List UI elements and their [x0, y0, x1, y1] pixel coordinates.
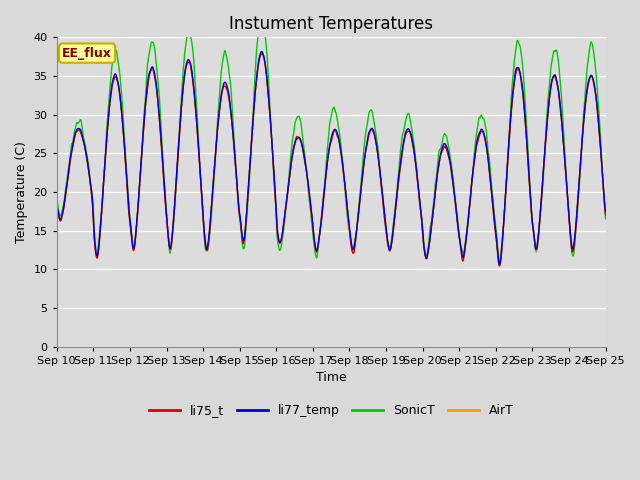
- SonicT: [569, 253, 577, 259]
- li75_t: [569, 249, 577, 255]
- SonicT: [359, 155, 367, 160]
- SonicT: [257, 15, 265, 21]
- li75_t: [348, 243, 355, 249]
- AirT: [348, 240, 355, 246]
- Y-axis label: Temperature (C): Temperature (C): [15, 141, 28, 243]
- li77_temp: [569, 246, 577, 252]
- li77_temp: [206, 224, 214, 229]
- AirT: [554, 83, 561, 88]
- Title: Instument Temperatures: Instument Temperatures: [229, 15, 433, 33]
- li75_t: [258, 51, 266, 57]
- li75_t: [359, 168, 367, 173]
- SonicT: [554, 53, 561, 59]
- Line: li77_temp: li77_temp: [57, 51, 605, 264]
- Line: AirT: AirT: [57, 54, 605, 266]
- li75_t: [495, 263, 503, 269]
- Line: SonicT: SonicT: [57, 18, 605, 264]
- li77_temp: [495, 262, 503, 267]
- Text: EE_flux: EE_flux: [62, 47, 112, 60]
- SonicT: [53, 196, 61, 202]
- li75_t: [491, 225, 499, 230]
- AirT: [569, 247, 577, 253]
- li77_temp: [348, 239, 355, 244]
- li77_temp: [258, 48, 266, 54]
- AirT: [206, 225, 214, 231]
- Line: li75_t: li75_t: [57, 54, 605, 266]
- li77_temp: [491, 221, 499, 227]
- li77_temp: [359, 167, 367, 172]
- AirT: [258, 51, 266, 57]
- Legend: li75_t, li77_temp, SonicT, AirT: li75_t, li77_temp, SonicT, AirT: [143, 399, 519, 422]
- AirT: [359, 168, 367, 173]
- SonicT: [348, 240, 355, 245]
- li77_temp: [602, 208, 609, 214]
- AirT: [53, 205, 61, 211]
- SonicT: [495, 261, 503, 267]
- AirT: [602, 210, 609, 216]
- li77_temp: [53, 203, 61, 209]
- li75_t: [554, 83, 561, 88]
- li75_t: [602, 212, 609, 218]
- X-axis label: Time: Time: [316, 372, 347, 384]
- SonicT: [206, 231, 214, 237]
- AirT: [496, 263, 504, 269]
- li75_t: [206, 228, 214, 234]
- SonicT: [491, 215, 499, 221]
- li77_temp: [554, 83, 561, 89]
- li75_t: [53, 203, 61, 209]
- AirT: [491, 223, 499, 228]
- SonicT: [602, 216, 609, 222]
